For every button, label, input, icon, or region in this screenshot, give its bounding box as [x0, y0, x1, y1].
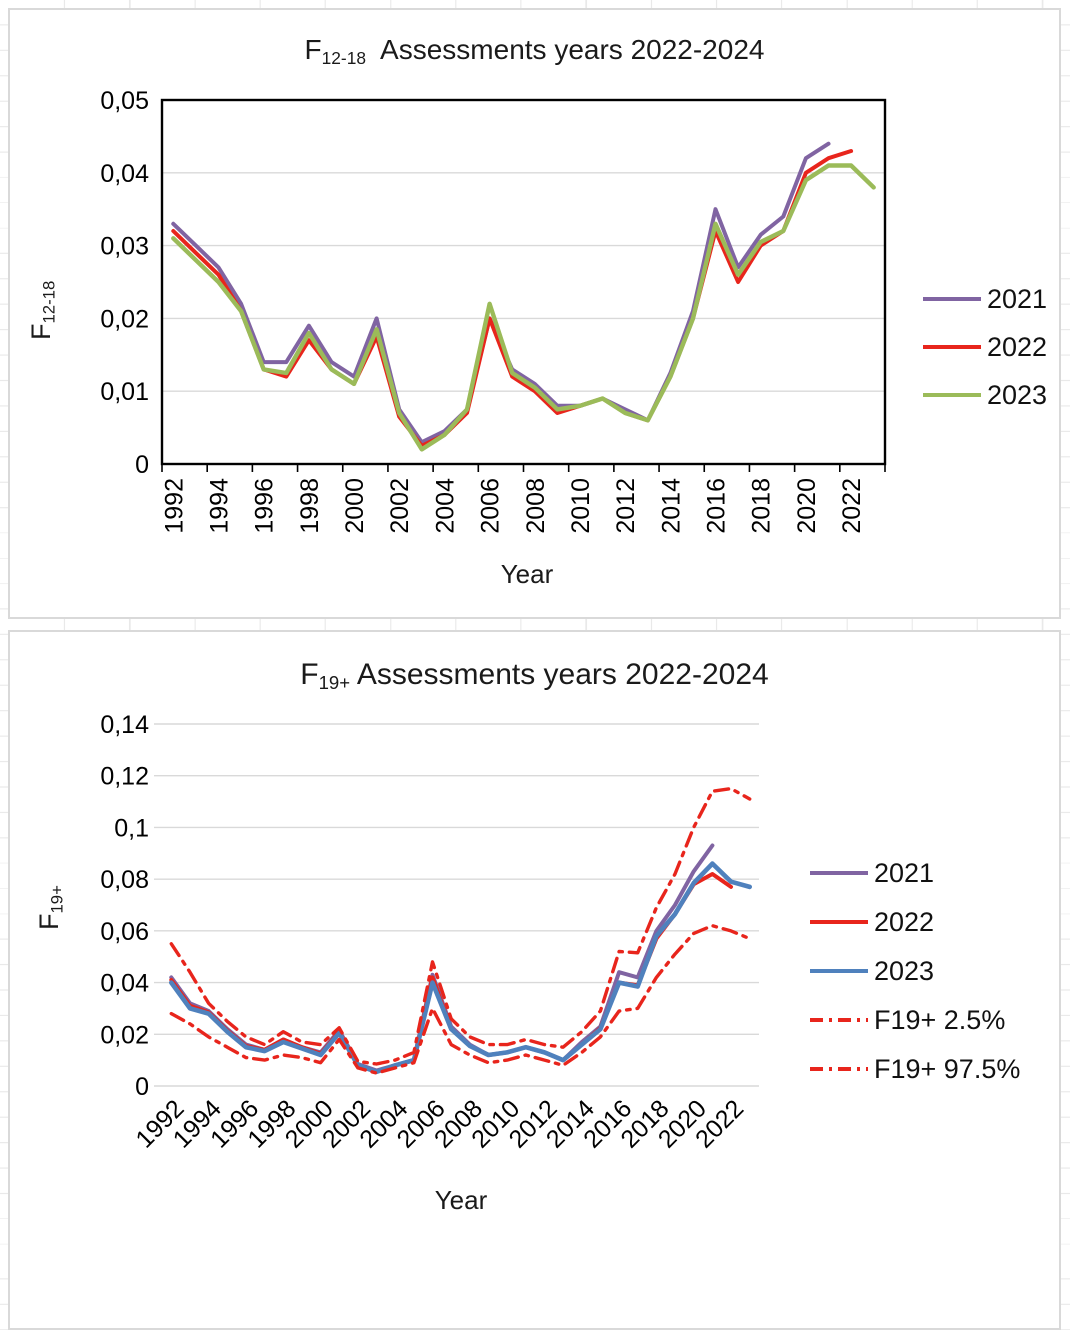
legend-label: 2021 [874, 857, 935, 888]
x-tick-label: 2022 [838, 478, 866, 534]
series-line-2023[interactable] [171, 163, 876, 452]
legend-label: F19+ 97.5% [874, 1053, 1021, 1084]
y-tick-label: 0,03 [100, 233, 149, 261]
x-tick-label: 2012 [612, 478, 640, 534]
x-tick-label: 2018 [748, 478, 776, 534]
legend-swatch-line-icon [923, 345, 981, 349]
x-tick-label: 1998 [296, 478, 324, 534]
y-tick-label: 0,02 [100, 1021, 149, 1049]
chart-card-f19plus[interactable]: 0 0,02 0,04 0,06 0,08 0,1 0,12 0,14 1992 1994 1996… [8, 630, 1061, 1330]
legend: 2021 2022 2023 [922, 284, 1047, 428]
y-tick-label: 0,05 [100, 87, 149, 115]
chart-card-f12-18[interactable]: 0 0,01 0,02 0,03 0,04 0,05 1992 1994 1996 1998 200… [8, 8, 1061, 619]
chart-title: F12-18 Assessments years 2022-2024 [10, 34, 1059, 69]
legend-swatch-line-icon [810, 969, 868, 973]
chart-title-text: Assessments years 2022-2024 [350, 658, 769, 691]
y-tick-label: 0,12 [100, 763, 149, 791]
legend-item-F19+ 97.5%[interactable]: F19+ 97.5% [809, 1054, 1020, 1084]
series-line-2022[interactable] [171, 149, 854, 448]
legend-label: 2022 [874, 906, 935, 937]
legend-swatch-line-icon [810, 1018, 868, 1022]
legend-label: 2023 [874, 955, 935, 986]
plot-area-f19plus: 00,020,040,060,080,10,120,14199219941996… [100, 711, 759, 1154]
y-axis-title: F12-18 [26, 281, 60, 340]
y-axis-title: F19+ [34, 885, 68, 930]
x-axis-title: Year [500, 559, 554, 589]
y-axis-title-f: F [34, 913, 64, 931]
x-tick-label: 2000 [341, 478, 369, 534]
legend-label: 2023 [987, 379, 1048, 410]
chart-title-subscript: 12-18 [321, 47, 367, 68]
series-line-F19+ 2.5%[interactable] [169, 924, 752, 1075]
y-tick-label: 0,01 [100, 378, 149, 406]
chart-title-text: Assessments years 2022-2024 [366, 34, 765, 65]
legend-item-2023[interactable]: 2023 [922, 380, 1047, 410]
y-tick-label: 0,04 [100, 970, 149, 998]
chart-title: F19+ Assessments years 2022-2024 [10, 658, 1059, 694]
legend-swatch-line-icon [810, 1067, 868, 1071]
y-axis-title-f: F [26, 323, 56, 341]
chart-title-f: F [300, 658, 319, 691]
y-tick-label: 0 [135, 451, 149, 479]
y-tick-label: 0,1 [114, 814, 149, 842]
legend-item-F19+ 2.5%[interactable]: F19+ 2.5% [809, 1005, 1020, 1035]
x-tick-label: 2016 [703, 478, 731, 534]
legend-item-2023[interactable]: 2023 [809, 956, 1020, 986]
legend-swatch-line-icon [810, 871, 868, 875]
legend-item-2021[interactable]: 2021 [922, 284, 1047, 314]
y-tick-label: 0,14 [100, 711, 149, 739]
x-tick-label: 1996 [251, 478, 279, 534]
legend-label: 2021 [987, 283, 1048, 314]
x-tick-label: 2020 [793, 478, 821, 534]
x-tick-label: 2002 [386, 478, 414, 534]
y-tick-label: 0 [135, 1073, 149, 1101]
y-tick-label: 0,04 [100, 160, 149, 188]
legend-swatch-line-icon [923, 393, 981, 397]
legend-item-2021[interactable]: 2021 [809, 858, 1020, 888]
y-axis-title-subscript: 19+ [47, 885, 67, 914]
series-line-2021[interactable] [171, 141, 831, 445]
plot-border [160, 98, 887, 466]
series-line-2023[interactable] [169, 861, 752, 1075]
y-tick-label: 0,08 [100, 866, 149, 894]
legend-item-2022[interactable]: 2022 [809, 907, 1020, 937]
legend-swatch-line-icon [923, 297, 981, 301]
plot-area-f12-18: 0 0,01 0,02 0,03 0,04 0,05 1992 1994 1996 1998 200… [100, 87, 887, 534]
y-tick-label: 0,06 [100, 918, 149, 946]
legend-label: F19+ 2.5% [874, 1004, 1006, 1035]
y-axis-title-subscript: 12-18 [39, 280, 59, 324]
x-tick-label: 1992 [160, 478, 188, 534]
x-tick-label: 1994 [205, 478, 233, 534]
legend: 2021 2022 2023 F19+ 2.5% F19+ 97.5% [809, 858, 1020, 1103]
x-axis-title: Year [434, 1185, 488, 1215]
x-tick-label: 2008 [522, 478, 550, 534]
x-tick-label: 2006 [477, 478, 505, 534]
x-tick-label: 2010 [567, 478, 595, 534]
chart-title-f: F [304, 34, 322, 65]
chart-title-subscript: 19+ [318, 672, 351, 694]
legend-item-2022[interactable]: 2022 [922, 332, 1047, 362]
legend-label: 2022 [987, 331, 1048, 362]
y-tick-label: 0,02 [100, 305, 149, 333]
legend-swatch-line-icon [810, 920, 868, 924]
x-tick-label: 2014 [657, 478, 685, 534]
x-tick-label: 2004 [431, 478, 459, 534]
